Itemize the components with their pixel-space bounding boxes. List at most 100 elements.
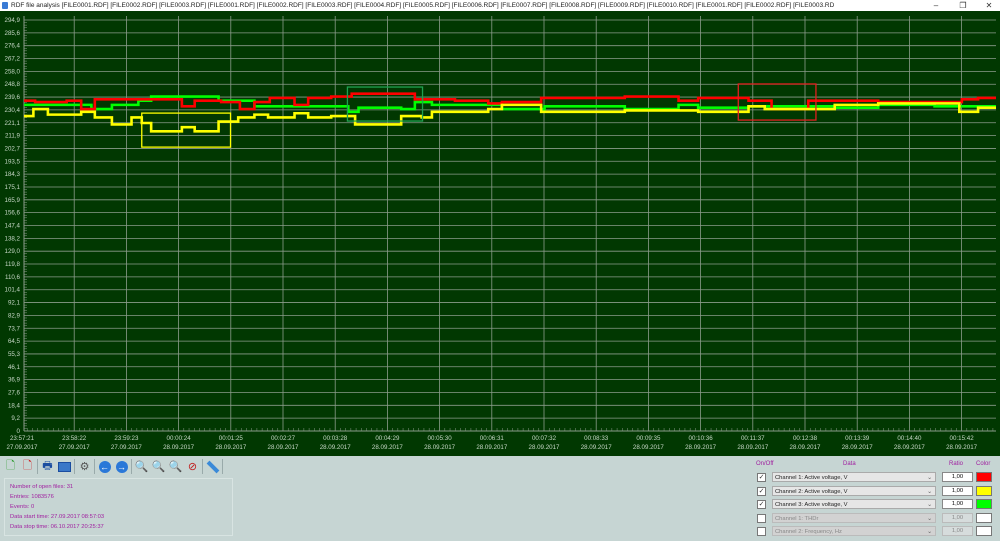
chevron-down-icon: ⌄ [927,475,932,481]
x-tick-time: 00:13:39 [845,435,870,442]
y-tick-label: 129,0 [5,248,21,255]
x-tick-date: 28.09.2017 [320,444,352,451]
chevron-down-icon: ⌄ [927,488,932,495]
export-image-icon[interactable] [57,459,72,474]
print-icon[interactable]: 🖶 [42,460,53,472]
voltage-chart[interactable]: 294,9 285,6 276,4 267,2 258,0 248,8 239,6 230,4… [0,11,1000,456]
x-tick-date: 28.09.2017 [372,444,404,451]
zoom-area-icon[interactable]: 🔍 [168,461,183,473]
window-title: RDF file analysis [FILE0001.RDF] [FILE00… [11,2,835,9]
channel-ratio-input[interactable]: 1,00 [942,499,973,509]
y-tick-label: 202,7 [5,145,21,152]
forward-arrow-icon[interactable]: → [115,460,128,473]
channel-color-swatch[interactable] [976,472,992,482]
channel-color-swatch[interactable] [976,512,992,523]
channel-data-select[interactable]: Channel 2: Active voltage, V ⌄ [772,485,936,496]
channel-color-swatch[interactable] [976,499,992,509]
channel-data-value: Channel 2: Frequency, Hz [775,529,842,535]
x-tick-date: 28.09.2017 [894,444,926,451]
channel-toggle-checkbox[interactable]: ✓ [757,500,766,509]
x-tick-date: 28.09.2017 [737,444,769,451]
x-tick-time: 00:08:33 [584,435,609,442]
y-tick-label: 221,1 [5,120,21,127]
channel-ratio-input[interactable]: 1,00 [942,526,973,536]
x-tick-date: 28.09.2017 [685,444,717,451]
chevron-down-icon: ⌄ [927,529,932,535]
ruler-icon[interactable] [205,459,220,474]
x-tick-time: 00:15:42 [950,435,975,442]
series-line-channel-1 [24,92,996,111]
data-stop-time: Data stop time: 06.10.2017 20:25:37 [10,524,104,530]
back-arrow-icon[interactable]: ← [98,460,111,473]
x-tick-time: 00:11:37 [741,435,765,442]
y-tick-label: 193,5 [5,158,21,165]
file-info-box: Number of open files: 31 Entries: 108357… [4,478,233,536]
x-tick-time: 00:02:27 [271,435,296,442]
entries-count: Entries: 1083576 [10,494,54,500]
channel-ratio-input[interactable]: 1,00 [942,485,973,496]
chevron-down-icon: ⌄ [927,502,932,508]
y-tick-label: 248,8 [5,81,21,88]
channel-ratio-input[interactable]: 1,00 [942,472,973,482]
channel-data-select[interactable]: Channel 1: Active voltage, V ⌄ [772,472,936,482]
channel-toggle-checkbox[interactable] [757,527,766,536]
restore-button[interactable]: ❐ [959,1,967,10]
chart-panel[interactable]: 294,9 285,6 276,4 267,2 258,0 248,8 239,6 230,4… [0,11,1000,456]
x-tick-time: 00:09:35 [636,435,661,442]
x-tick-date: 28.09.2017 [163,444,195,451]
y-tick-label: 119,8 [5,261,21,268]
chevron-down-icon: ⌄ [927,515,932,522]
x-tick-date: 28.09.2017 [476,444,508,451]
channel-data-select[interactable]: Channel 3: Active voltage, V ⌄ [772,499,936,509]
close-button[interactable]: ✕ [985,1,993,10]
x-tick-time: 00:04:29 [375,435,400,442]
highlight-box [141,112,232,148]
x-tick-time: 00:07:32 [532,435,557,442]
channel-toggle-checkbox[interactable]: ✓ [757,473,766,482]
y-tick-label: 18,4 [8,402,21,409]
y-tick-label: 175,1 [5,184,21,191]
y-tick-label: 73,7 [8,325,21,332]
x-tick-date: 27.09.2017 [7,444,39,451]
channel-color-swatch[interactable] [976,526,992,536]
x-tick-date: 28.09.2017 [529,444,561,451]
y-tick-label: 276,4 [5,43,21,50]
x-tick-date: 28.09.2017 [215,444,247,451]
x-tick-time: 00:10:36 [689,435,714,442]
zoom-in-icon[interactable]: 🔍 [134,461,149,473]
add-file-icon[interactable]: 🗋 [6,460,15,472]
x-tick-time: 23:58:22 [62,435,87,442]
zoom-out-icon[interactable]: 🔍 [151,461,166,473]
remove-file-icon[interactable]: 🗋 [23,460,32,472]
zoom-reset-icon[interactable]: ⊘ [187,461,198,473]
x-tick-date: 28.09.2017 [842,444,874,451]
channel-data-select[interactable]: Channel 1: THDr ⌄ [772,512,936,523]
channel-ratio-input[interactable]: 1,00 [942,512,973,523]
y-tick-label: 294,9 [5,17,21,24]
x-tick-date: 28.09.2017 [946,444,978,451]
channel-toggle-checkbox[interactable]: ✓ [757,486,766,496]
toolbar: 🗋 🗋 🖶 ⚙ ← → 🔍 🔍 🔍 ⊘ [3,458,225,475]
y-tick-label: 64,5 [8,338,21,345]
channel-data-select[interactable]: Channel 2: Frequency, Hz ⌄ [772,526,936,536]
data-header: Data [843,461,856,467]
highlight-box [737,83,817,121]
x-tick-time: 23:57:21 [10,435,35,442]
x-tick-date: 28.09.2017 [268,444,300,451]
ratio-header: Ratio [949,461,964,467]
y-tick-label: 156,6 [5,210,21,217]
title-bar: RDF file analysis [FILE0001.RDF] [FILE00… [0,0,1000,11]
settings-gear-icon[interactable]: ⚙ [79,461,90,473]
y-tick-label: 82,9 [8,312,21,319]
minimize-button[interactable]: – [933,1,939,10]
channel-data-value: Channel 1: Active voltage, V [775,475,848,481]
y-tick-label: 258,0 [5,68,21,75]
toolbar-divider [94,459,95,474]
channel-toggle-checkbox[interactable] [757,513,766,523]
channel-color-swatch[interactable] [976,485,992,496]
y-tick-label: 285,6 [5,30,21,37]
x-tick-time: 23:59:23 [114,435,139,442]
toolbar-divider [202,459,203,474]
y-tick-label: 184,3 [5,171,21,178]
y-tick-label: 239,6 [5,94,21,101]
